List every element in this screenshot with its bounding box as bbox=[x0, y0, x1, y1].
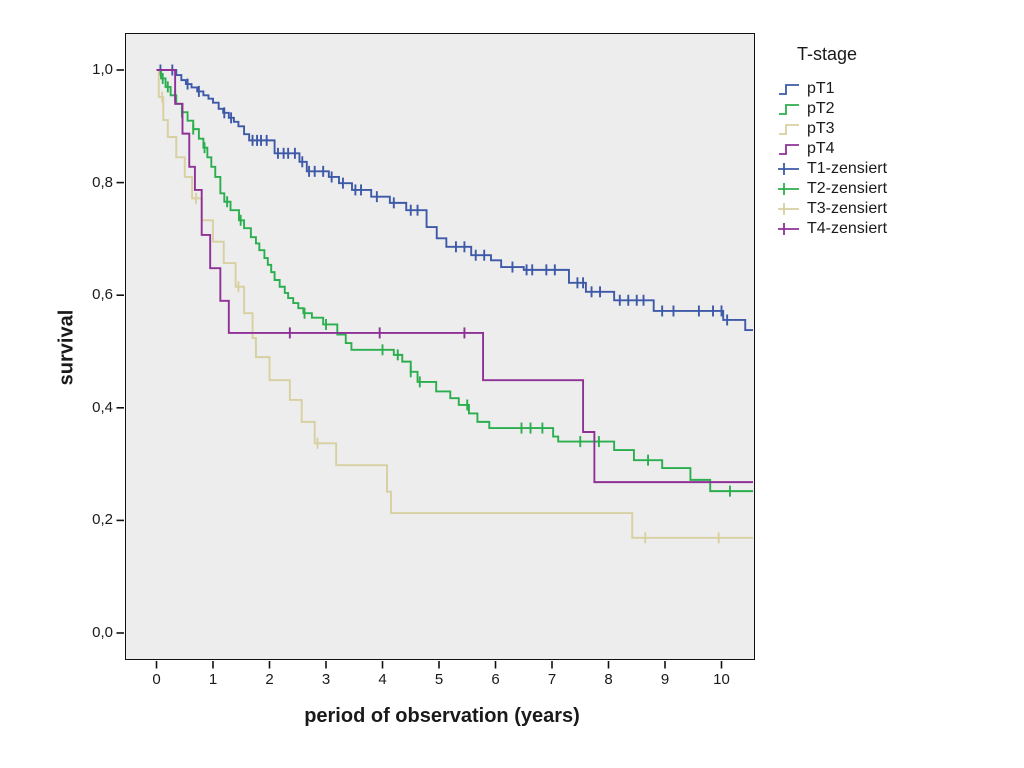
censored-plus-icon bbox=[778, 203, 799, 215]
legend-label: T2-zensiert bbox=[807, 180, 888, 197]
step-line-icon bbox=[779, 124, 799, 135]
censored-plus-icon bbox=[778, 223, 799, 235]
step-line-icon bbox=[779, 144, 799, 155]
legend: T-stage pT1 pT2 pT3 pT4 T1-zensiert T2-z… bbox=[770, 44, 1010, 239]
y-tick-label: 0,8 bbox=[92, 173, 113, 191]
x-tick-label: 1 bbox=[208, 671, 218, 688]
y-tick-label: 0,6 bbox=[92, 286, 113, 304]
plot-area bbox=[125, 33, 755, 660]
legend-item-pt2: pT2 bbox=[770, 99, 1010, 119]
legend-label: T3-zensiert bbox=[807, 200, 888, 217]
step-line-icon bbox=[779, 104, 799, 115]
y-tick-label: 0,4 bbox=[92, 398, 113, 416]
x-tick-label: 7 bbox=[547, 671, 557, 688]
legend-item-t3-censored: T3-zensiert bbox=[770, 199, 1010, 219]
legend-label: pT1 bbox=[807, 80, 835, 97]
y-tick-label: 0,2 bbox=[92, 511, 113, 529]
x-tick-label: 5 bbox=[434, 671, 444, 688]
x-tick-label: 6 bbox=[491, 671, 500, 688]
step-line-icon bbox=[779, 84, 799, 95]
x-tick-label: 0 bbox=[152, 671, 161, 688]
censored-plus-icon bbox=[778, 183, 799, 195]
legend-label: T4-zensiert bbox=[807, 220, 888, 237]
legend-item-t4-censored: T4-zensiert bbox=[770, 219, 1010, 239]
x-axis-title: period of observation (years) bbox=[304, 705, 580, 727]
legend-label: pT4 bbox=[807, 140, 835, 157]
x-tick-label: 2 bbox=[265, 671, 274, 688]
legend-item-pt4: pT4 bbox=[770, 139, 1010, 159]
legend-label: pT2 bbox=[807, 100, 835, 117]
y-tick-label: 0,0 bbox=[92, 624, 113, 641]
y-tick-label: 1,0 bbox=[92, 61, 113, 78]
y-axis-title: survival bbox=[55, 309, 78, 386]
x-tick-label: 4 bbox=[378, 671, 387, 688]
x-tick-label: 8 bbox=[604, 671, 613, 688]
legend-title: T-stage bbox=[797, 44, 858, 64]
legend-item-pt1: pT1 bbox=[770, 79, 1010, 99]
legend-item-t1-censored: T1-zensiert bbox=[770, 159, 1010, 179]
legend-label: pT3 bbox=[807, 120, 835, 137]
x-tick-label: 9 bbox=[660, 671, 670, 688]
x-tick-label: 10 bbox=[713, 671, 730, 688]
legend-item-pt3: pT3 bbox=[770, 119, 1010, 139]
x-tick-label: 3 bbox=[321, 671, 331, 688]
legend-item-t2-censored: T2-zensiert bbox=[770, 179, 1010, 199]
censored-plus-icon bbox=[778, 163, 799, 175]
legend-label: T1-zensiert bbox=[807, 160, 888, 177]
